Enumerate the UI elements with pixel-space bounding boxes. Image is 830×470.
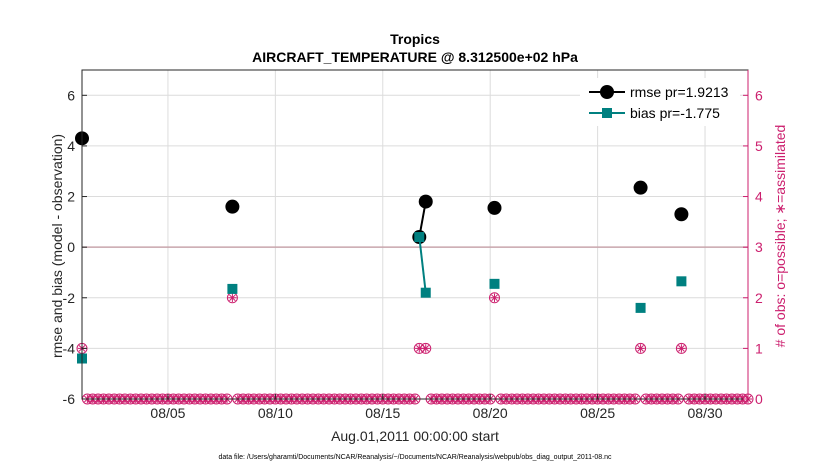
obs-possible-marker — [488, 292, 500, 304]
y-axis-right-label: # of obs: o=possible; ∗=assimilated — [772, 125, 788, 348]
legend-bias-marker — [602, 108, 612, 118]
bias-point — [420, 287, 431, 298]
y-tick-label: -6 — [63, 391, 76, 407]
y-tick-label: -4 — [63, 340, 76, 356]
legend: rmse pr=1.9213 bias pr=-1.775 — [580, 78, 740, 126]
x-tick-label: 08/05 — [150, 405, 185, 421]
rmse-point — [633, 180, 648, 195]
y-tick-label: -2 — [63, 290, 76, 306]
legend-bias-label: bias pr=-1.775 — [630, 105, 720, 121]
y-tick-label: 6 — [67, 87, 75, 103]
y-right-tick-label: 5 — [755, 138, 763, 154]
obs-possible-marker — [675, 342, 687, 354]
assimilated-marker-stroke — [491, 294, 498, 302]
rmse-point — [225, 199, 240, 214]
obs-assimilated-marker — [636, 344, 645, 353]
obs-possible-marker — [635, 342, 647, 354]
y-tick-label: 2 — [67, 189, 75, 205]
y-right-tick-label: 2 — [755, 290, 763, 306]
assimilated-marker-stroke — [637, 345, 644, 352]
obs-assimilated-marker — [490, 293, 499, 302]
rmse-point — [674, 207, 689, 222]
rmse-point — [418, 194, 433, 209]
y-axis-label: rmse and bias (model - observation) — [49, 134, 65, 358]
y-right-tick-label: 4 — [755, 189, 763, 205]
plot-marks — [75, 131, 754, 405]
x-tick-label: 08/15 — [365, 405, 400, 421]
ticks: 08/05 08/10 08/15 08/20 08/25 08/30 -6 -4 -2 0 2 4 6… — [63, 70, 763, 421]
bias-segment — [418, 236, 427, 293]
assimilated-marker-stroke — [415, 345, 423, 352]
bias-point — [489, 278, 500, 289]
y-right-tick-label: 0 — [755, 391, 763, 407]
x-tick-label: 08/10 — [258, 405, 293, 421]
rmse-point — [487, 200, 502, 215]
x-tick-label: 08/30 — [688, 405, 723, 421]
y-tick-label: 4 — [67, 138, 75, 154]
obs-assimilated-marker — [228, 293, 237, 302]
assimilated-marker-stroke — [229, 294, 236, 302]
x-tick-label: 08/20 — [473, 405, 508, 421]
assimilated-marker-stroke — [678, 345, 685, 352]
chart-title: Tropics — [390, 31, 440, 47]
footnote: data file: /Users/gharamti/Documents/NCA… — [218, 454, 612, 461]
y-tick-label: 0 — [67, 239, 75, 255]
bias-point — [227, 283, 238, 294]
bias-point — [414, 232, 425, 243]
y-right-tick-label: 1 — [755, 340, 763, 356]
bias-point — [676, 276, 687, 287]
chart-subtitle: AIRCRAFT_TEMPERATURE @ 8.312500e+02 hPa — [252, 49, 578, 65]
bias-point — [635, 302, 646, 313]
obs-assimilated-marker — [677, 344, 686, 353]
assimilated-marker-stroke — [422, 345, 430, 352]
legend-rmse-marker — [600, 85, 614, 99]
y-right-tick-label: 3 — [755, 239, 763, 255]
x-axis-label: Aug.01,2011 00:00:00 start — [331, 428, 499, 444]
x-tick-label: 08/25 — [580, 405, 615, 421]
obs-assimilated-marker — [421, 344, 430, 353]
y-right-tick-label: 6 — [755, 87, 763, 103]
legend-rmse-label: rmse pr=1.9213 — [630, 84, 729, 100]
